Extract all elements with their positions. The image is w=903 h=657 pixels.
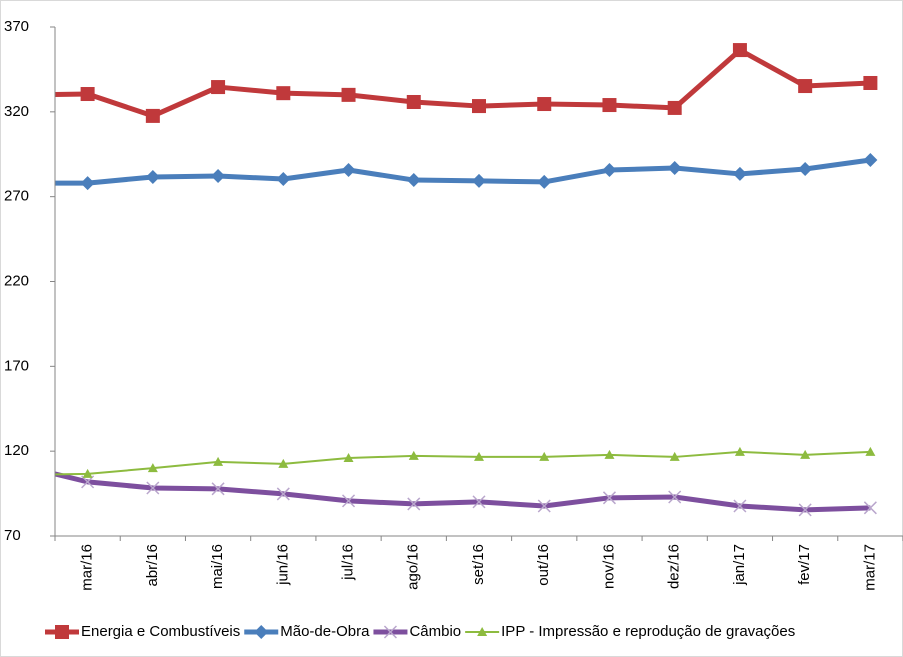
marker bbox=[211, 80, 226, 95]
marker bbox=[602, 98, 617, 113]
marker bbox=[341, 87, 356, 102]
marker bbox=[732, 166, 747, 181]
marker bbox=[474, 451, 484, 461]
marker bbox=[343, 452, 354, 462]
x-tick-label: abr/16 bbox=[144, 544, 161, 587]
marker bbox=[539, 451, 550, 461]
marker bbox=[145, 169, 160, 184]
marker bbox=[733, 499, 747, 513]
marker bbox=[342, 494, 356, 508]
marker bbox=[276, 487, 290, 501]
marker bbox=[341, 163, 356, 178]
y-tick-label: 170 bbox=[4, 357, 29, 374]
marker bbox=[865, 446, 876, 456]
marker bbox=[602, 491, 616, 505]
y-tick-label: 70 bbox=[4, 527, 21, 544]
marker bbox=[213, 456, 224, 466]
x-tick-label: fev/17 bbox=[796, 544, 813, 585]
x-tick-label: jul/16 bbox=[340, 544, 357, 581]
y-tick-label: 320 bbox=[4, 103, 29, 120]
marker bbox=[383, 625, 397, 639]
marker bbox=[667, 100, 682, 115]
marker bbox=[863, 75, 878, 90]
x-tick-label: jun/16 bbox=[274, 544, 291, 586]
x-tick-label: dez/16 bbox=[666, 544, 683, 589]
marker bbox=[800, 449, 811, 459]
x-tick-label: ago/16 bbox=[405, 544, 422, 590]
marker bbox=[863, 501, 877, 515]
marker bbox=[406, 94, 421, 109]
legend-label: Câmbio bbox=[409, 623, 461, 640]
x-tick-label: mai/16 bbox=[209, 544, 226, 589]
y-tick-label: 220 bbox=[4, 272, 29, 289]
marker bbox=[863, 153, 878, 168]
marker bbox=[472, 495, 486, 509]
marker bbox=[147, 463, 158, 473]
marker bbox=[146, 481, 160, 495]
marker bbox=[667, 160, 682, 175]
marker bbox=[406, 173, 421, 188]
marker bbox=[604, 449, 615, 459]
marker bbox=[278, 458, 289, 468]
marker bbox=[734, 446, 745, 456]
marker bbox=[477, 627, 488, 636]
marker bbox=[408, 450, 419, 460]
series-line bbox=[55, 157, 871, 186]
marker bbox=[798, 503, 812, 517]
x-tick-label: nov/16 bbox=[600, 544, 617, 589]
x-tick-label: set/16 bbox=[470, 544, 487, 585]
y-tick-label: 370 bbox=[4, 18, 29, 35]
x-tick-label: mar/16 bbox=[79, 544, 96, 591]
marker bbox=[55, 625, 69, 639]
marker bbox=[798, 79, 813, 94]
marker bbox=[276, 172, 291, 187]
marker bbox=[276, 86, 291, 101]
marker bbox=[537, 97, 552, 112]
plot-area bbox=[55, 43, 878, 517]
marker bbox=[732, 43, 747, 58]
x-tick-label: mar/17 bbox=[861, 544, 878, 591]
marker bbox=[798, 162, 813, 177]
series-line bbox=[55, 450, 871, 476]
marker bbox=[537, 499, 551, 513]
marker bbox=[211, 482, 225, 496]
marker bbox=[82, 468, 93, 478]
marker bbox=[537, 174, 552, 189]
x-tick-label: jan/17 bbox=[731, 544, 748, 586]
series-line bbox=[55, 471, 871, 513]
legend-label: Energia e Combustíveis bbox=[81, 623, 240, 640]
series-line bbox=[55, 47, 871, 119]
marker bbox=[211, 168, 226, 183]
y-tick-label: 270 bbox=[4, 188, 29, 205]
marker bbox=[472, 99, 486, 114]
marker bbox=[472, 173, 486, 188]
legend-label: Mão-de-Obra bbox=[280, 623, 370, 640]
marker bbox=[602, 163, 617, 178]
marker bbox=[80, 87, 95, 102]
y-tick-label: 120 bbox=[4, 442, 29, 459]
marker bbox=[407, 497, 421, 511]
marker bbox=[669, 451, 680, 461]
marker bbox=[668, 490, 682, 504]
marker bbox=[145, 108, 160, 123]
legend-label: IPP - Impressão e reprodução de gravaçõe… bbox=[501, 623, 795, 640]
x-tick-label: out/16 bbox=[535, 544, 552, 586]
marker bbox=[80, 176, 95, 191]
marker bbox=[254, 625, 269, 639]
